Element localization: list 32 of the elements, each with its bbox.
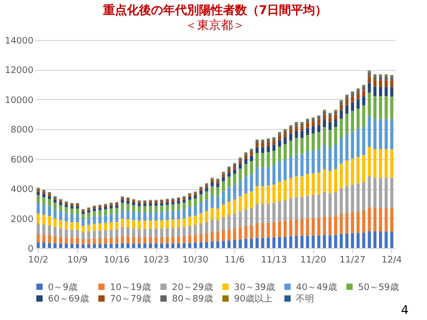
x-tick-label: 10/23 <box>143 256 170 266</box>
x-tick-label: 10/9 <box>67 256 88 266</box>
legend-label: 90歳以上 <box>234 294 272 304</box>
chart-subtitle: ＜東京都＞ <box>185 18 245 32</box>
legend-label: 0～9歳 <box>48 282 78 293</box>
x-tick-label: 11/6 <box>224 256 246 266</box>
y-tick-label: 12000 <box>4 66 34 76</box>
x-tick-label: 11/13 <box>260 256 287 266</box>
y-tick-label: 8000 <box>10 126 34 136</box>
legend-label: 20～29歳 <box>172 282 213 293</box>
x-tick-label: 11/27 <box>340 256 366 266</box>
y-tick-label: 2000 <box>10 214 34 225</box>
x-tick-label: 10/2 <box>28 256 48 266</box>
legend-label: 10～19歳 <box>110 282 151 293</box>
x-tick-label: 10/30 <box>182 256 209 266</box>
x-tick-label: 10/16 <box>104 256 130 266</box>
chart-title: 重点化後の年代別陽性者数（7日間平均） <box>102 3 328 17</box>
legend-label: 70～79歳 <box>110 294 151 304</box>
y-tick-label: 14000 <box>4 36 34 46</box>
y-tick-label: 0 <box>28 244 34 254</box>
x-tick-label: 12/4 <box>382 256 402 266</box>
legend-label: 不明 <box>296 294 314 304</box>
y-tick-label: 6000 <box>10 155 34 166</box>
legend-label: 50～59歳 <box>358 282 399 293</box>
legend-label: 60～69歳 <box>48 294 89 304</box>
legend-label: 80～89歳 <box>172 294 213 304</box>
x-tick-label: 11/20 <box>300 256 326 266</box>
legend-label: 40～49歳 <box>296 282 337 293</box>
y-tick-label: 10000 <box>4 96 34 106</box>
legend-label: 30～39歳 <box>234 282 275 293</box>
text: 4 <box>401 303 409 317</box>
y-tick-label: 4000 <box>10 185 34 196</box>
